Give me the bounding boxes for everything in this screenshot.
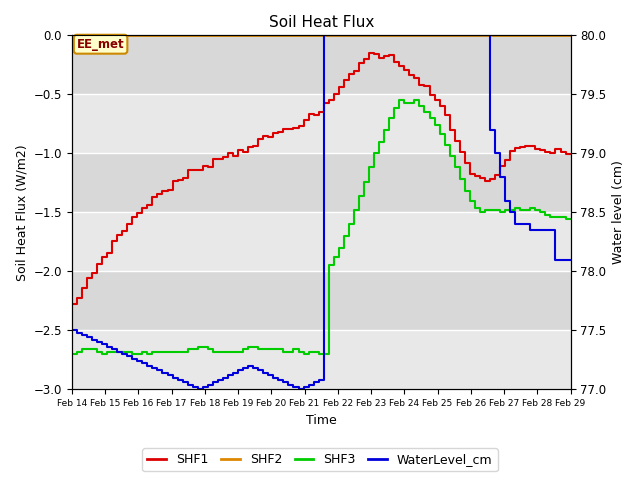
WaterLevel_cm <box>194 386 202 392</box>
SHF1 <box>371 51 378 57</box>
SHF3 <box>68 351 76 357</box>
SHF1 <box>531 146 539 152</box>
SHF2 <box>567 33 575 38</box>
WaterLevel_cm <box>320 33 328 38</box>
SHF3 <box>184 347 191 352</box>
SHF3 <box>164 348 172 354</box>
SHF3 <box>567 216 575 222</box>
Line: SHF1: SHF1 <box>72 53 571 304</box>
SHF3 <box>547 214 554 220</box>
Bar <box>72 212 571 271</box>
WaterLevel_cm <box>184 382 191 387</box>
Bar <box>72 330 571 389</box>
WaterLevel_cm <box>552 257 559 263</box>
SHF2 <box>541 33 549 38</box>
Text: EE_met: EE_met <box>77 38 124 51</box>
Line: SHF3: SHF3 <box>72 100 571 354</box>
SHF2 <box>164 33 172 38</box>
SHF1 <box>547 151 554 156</box>
Legend: SHF1, SHF2, SHF3, WaterLevel_cm: SHF1, SHF2, SHF3, WaterLevel_cm <box>142 448 498 471</box>
SHF3 <box>365 165 373 170</box>
Bar <box>72 153 571 212</box>
SHF3 <box>531 207 539 213</box>
SHF1 <box>184 167 191 173</box>
WaterLevel_cm <box>164 372 172 378</box>
Y-axis label: Soil Heat Flux (W/m2): Soil Heat Flux (W/m2) <box>15 144 28 281</box>
SHF2 <box>184 33 191 38</box>
SHF1 <box>164 187 172 193</box>
Title: Soil Heat Flux: Soil Heat Flux <box>269 15 374 30</box>
Bar <box>72 36 571 95</box>
SHF1 <box>567 151 575 157</box>
Bar <box>72 271 571 330</box>
X-axis label: Time: Time <box>306 414 337 427</box>
Line: WaterLevel_cm: WaterLevel_cm <box>72 36 571 389</box>
Bar <box>72 95 571 153</box>
WaterLevel_cm <box>68 327 76 333</box>
SHF1 <box>325 97 333 103</box>
WaterLevel_cm <box>536 227 544 233</box>
SHF3 <box>396 97 403 103</box>
SHF3 <box>325 263 333 268</box>
SHF2 <box>527 33 534 38</box>
SHF2 <box>325 33 333 38</box>
WaterLevel_cm <box>567 257 575 263</box>
WaterLevel_cm <box>375 33 383 38</box>
SHF2 <box>68 33 76 38</box>
SHF2 <box>365 33 373 38</box>
SHF1 <box>365 50 373 56</box>
WaterLevel_cm <box>335 33 342 38</box>
SHF1 <box>68 301 76 307</box>
Y-axis label: Water level (cm): Water level (cm) <box>612 160 625 264</box>
